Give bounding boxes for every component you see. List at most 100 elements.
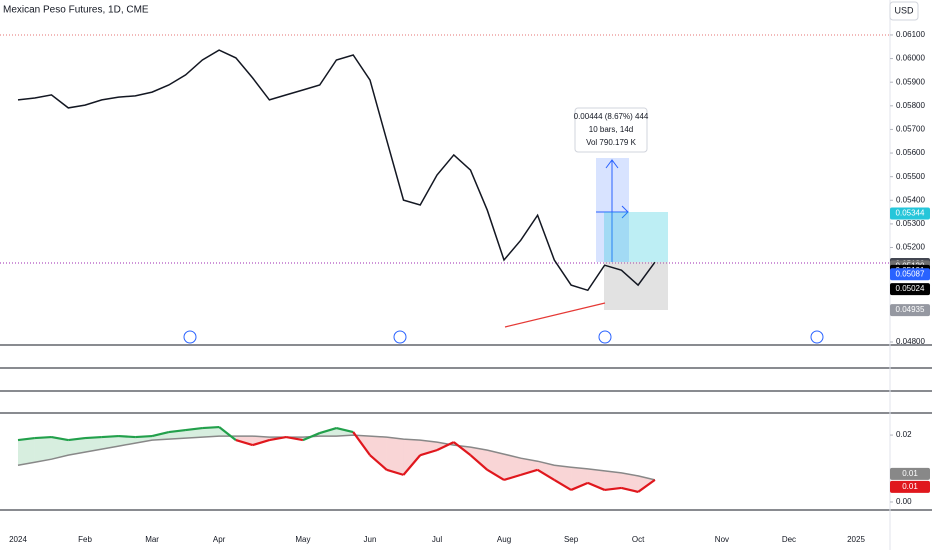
oscillator-segment	[185, 426, 203, 432]
band-fill	[537, 461, 555, 480]
band-fill	[470, 447, 488, 470]
oscillator-segment	[269, 436, 287, 442]
oscillator-segment	[302, 432, 321, 442]
band-fill	[85, 437, 102, 453]
x-tick-label: Apr	[213, 535, 226, 544]
band-fill	[453, 442, 471, 456]
price-badge	[890, 304, 930, 317]
band-fill	[51, 437, 69, 460]
price-badge	[890, 480, 930, 493]
oscillator-segment	[51, 436, 69, 442]
oscillator-segment	[536, 468, 555, 481]
oscillator-segment	[235, 439, 253, 447]
oscillator-segment	[285, 436, 304, 442]
x-tick-label: Oct	[632, 535, 645, 544]
band-fill	[487, 450, 505, 480]
price-badge	[890, 283, 930, 296]
y-tick-label: 0.02	[896, 430, 912, 439]
oscillator-segment	[168, 428, 186, 434]
stop-zone	[604, 262, 668, 310]
band-fill	[621, 472, 639, 492]
oscillator-segment	[34, 435, 52, 440]
price-badge-label: 0.01	[902, 469, 918, 478]
target-zone	[604, 212, 668, 262]
measure-text: Vol 790.179 K	[586, 138, 636, 147]
oscillator-segment	[135, 434, 153, 439]
x-tick-label: Mar	[145, 535, 159, 544]
oscillator-segment	[118, 434, 136, 439]
band-fill	[504, 454, 521, 480]
oscillator-segment	[503, 473, 522, 481]
band-fill	[369, 436, 387, 470]
event-icons	[183, 330, 824, 344]
oscillator-segment	[520, 468, 538, 476]
x-tick-label: 2024	[9, 535, 27, 544]
currency-button[interactable]	[889, 1, 919, 21]
y-tick-label: 0.05600	[896, 148, 925, 157]
price-badge-label: 0.01	[902, 482, 918, 491]
oscillator-segment	[604, 486, 622, 492]
band-fill	[403, 439, 421, 475]
y-tick-label: 0.06000	[896, 54, 925, 63]
chart-title: Mexican Peso Futures, 1D, CME	[3, 5, 149, 16]
y-tick-label: 0.05900	[896, 77, 925, 86]
measure-tooltip	[574, 107, 648, 153]
x-tick-label: Feb	[78, 535, 92, 544]
oscillator-segment	[587, 481, 606, 491]
oscillator-segment	[637, 479, 656, 493]
band-fill	[202, 427, 220, 438]
y-tick-label: 0.05200	[896, 243, 925, 252]
y-tick-label: 0.05800	[896, 101, 925, 110]
band-fill	[18, 438, 35, 466]
oscillator-segment	[386, 468, 404, 476]
oscillator-segment	[202, 425, 220, 430]
x-tick-label: May	[295, 535, 310, 544]
x-tick-label: 2025	[847, 535, 865, 544]
oscillator-segment	[151, 430, 170, 438]
oscillator-segment	[570, 481, 589, 491]
series-line	[17, 49, 656, 292]
oscillator-segment	[553, 478, 572, 491]
y-tick-label: 0.05700	[896, 125, 925, 134]
oscillator-segment	[84, 435, 102, 440]
band-fill	[554, 465, 572, 490]
oscillator-segment	[352, 431, 371, 456]
measure-arrow-head	[621, 205, 629, 219]
oscillator-segment	[402, 454, 422, 476]
x-tick-label: Nov	[715, 535, 729, 544]
y-tick-label: 0.05300	[896, 219, 925, 228]
price-badge-label: 0.04935	[896, 305, 925, 314]
oscillator-segment	[336, 426, 354, 434]
oscillator-segment	[436, 441, 455, 452]
oscillator-segment	[252, 439, 270, 447]
band-fill	[386, 437, 404, 475]
y-tick-label: 0.04800	[896, 337, 925, 346]
x-tick-label: Jul	[432, 535, 442, 544]
y-tick-label: 0.00	[896, 497, 912, 506]
oscillator-segment	[453, 441, 472, 457]
price-badge	[890, 268, 930, 281]
oscillator-segment	[469, 454, 489, 471]
currency-label: USD	[894, 5, 914, 15]
measure-arrow-head	[605, 159, 619, 169]
band-fill	[34, 437, 52, 463]
measure-text: 10 bars, 14d	[589, 125, 633, 134]
price-badge-label: 0.05087	[896, 269, 925, 278]
x-tick-label: Dec	[782, 535, 796, 544]
oscillator-segment	[621, 486, 639, 494]
series-line	[17, 434, 656, 481]
band-fill	[101, 436, 119, 450]
oscillator-segment	[17, 436, 35, 442]
price-badge	[890, 207, 930, 220]
band-fill	[219, 427, 236, 441]
x-tick-label: Sep	[564, 535, 579, 544]
trend-line	[504, 302, 606, 328]
y-tick-label: 0.05400	[896, 195, 925, 204]
band-fill	[604, 470, 622, 490]
band-fill	[587, 468, 605, 490]
oscillator-segment	[101, 434, 119, 439]
oscillator-segment	[486, 468, 505, 481]
y-tick-label: 0.06100	[896, 30, 925, 39]
oscillator-segment	[369, 454, 388, 471]
